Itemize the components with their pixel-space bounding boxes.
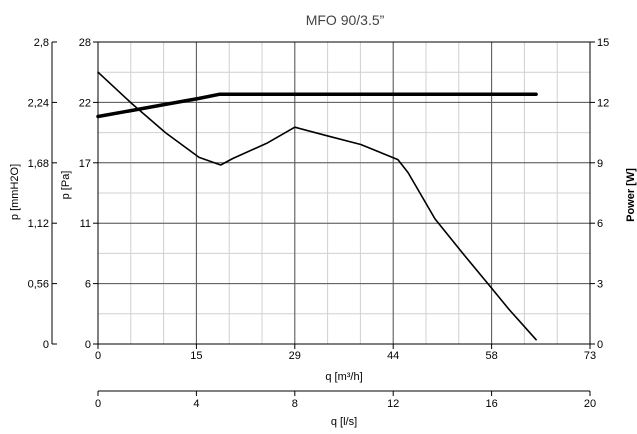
- y3-tick-label: 0: [597, 339, 603, 351]
- y-tick-label: 11: [80, 218, 91, 230]
- grid: [98, 42, 590, 344]
- x2-tick-label: 0: [95, 398, 101, 410]
- y-tick-label: 22: [79, 97, 91, 109]
- y-tick-label: 6: [85, 279, 91, 291]
- x-tick-label: 73: [584, 350, 596, 362]
- y2-tick-label: 2,24: [28, 97, 49, 109]
- plot-border: [97, 41, 591, 345]
- x2-axis-label: q [l/s]: [331, 416, 357, 428]
- y2-tick-label: 0: [43, 339, 49, 351]
- x-tick-label: 58: [485, 350, 497, 362]
- tick-labels: 0 15 29 44 58 730 4 8 12 16 20061117222800,561,121…: [28, 37, 610, 410]
- power-curve: [96, 92, 538, 119]
- x-tick-label: 0: [95, 350, 101, 362]
- pressure-curve: [97, 71, 537, 341]
- axes: [51, 41, 595, 396]
- x-tick-label: 15: [190, 350, 202, 362]
- x-tick-label: 29: [289, 350, 301, 362]
- curves: [96, 71, 538, 341]
- x-axis-label: q [m³/h]: [325, 371, 362, 383]
- x2-tick-label: 20: [584, 398, 596, 410]
- y3-tick-label: 15: [597, 37, 609, 49]
- x2-tick-label: 12: [387, 398, 399, 410]
- y3-tick-label: 6: [597, 218, 603, 230]
- y3-tick-label: 9: [597, 158, 603, 170]
- x2-tick-label: 16: [485, 398, 497, 410]
- chart-title: MFO 90/3.5”: [306, 12, 385, 28]
- y3-tick-label: 3: [597, 279, 603, 291]
- y-tick-label: 0: [85, 339, 91, 351]
- y-tick-label: 17: [79, 158, 91, 170]
- y2-tick-label: 1,12: [28, 218, 49, 230]
- y2-tick-label: 1,68: [28, 158, 49, 170]
- y2-tick-label: 2,8: [34, 37, 49, 49]
- y2-tick-label: 0,56: [28, 279, 49, 291]
- x-tick-label: 44: [387, 350, 399, 362]
- x2-tick-label: 8: [292, 398, 298, 410]
- y3-axis-label: Power [W]: [625, 168, 637, 222]
- x2-tick-label: 4: [193, 398, 199, 410]
- y3-tick-label: 12: [597, 97, 609, 109]
- y-tick-label: 28: [79, 37, 91, 49]
- y-axis-label: p [Pa]: [60, 171, 72, 200]
- y2-axis-label: p [mmH2O]: [9, 164, 21, 220]
